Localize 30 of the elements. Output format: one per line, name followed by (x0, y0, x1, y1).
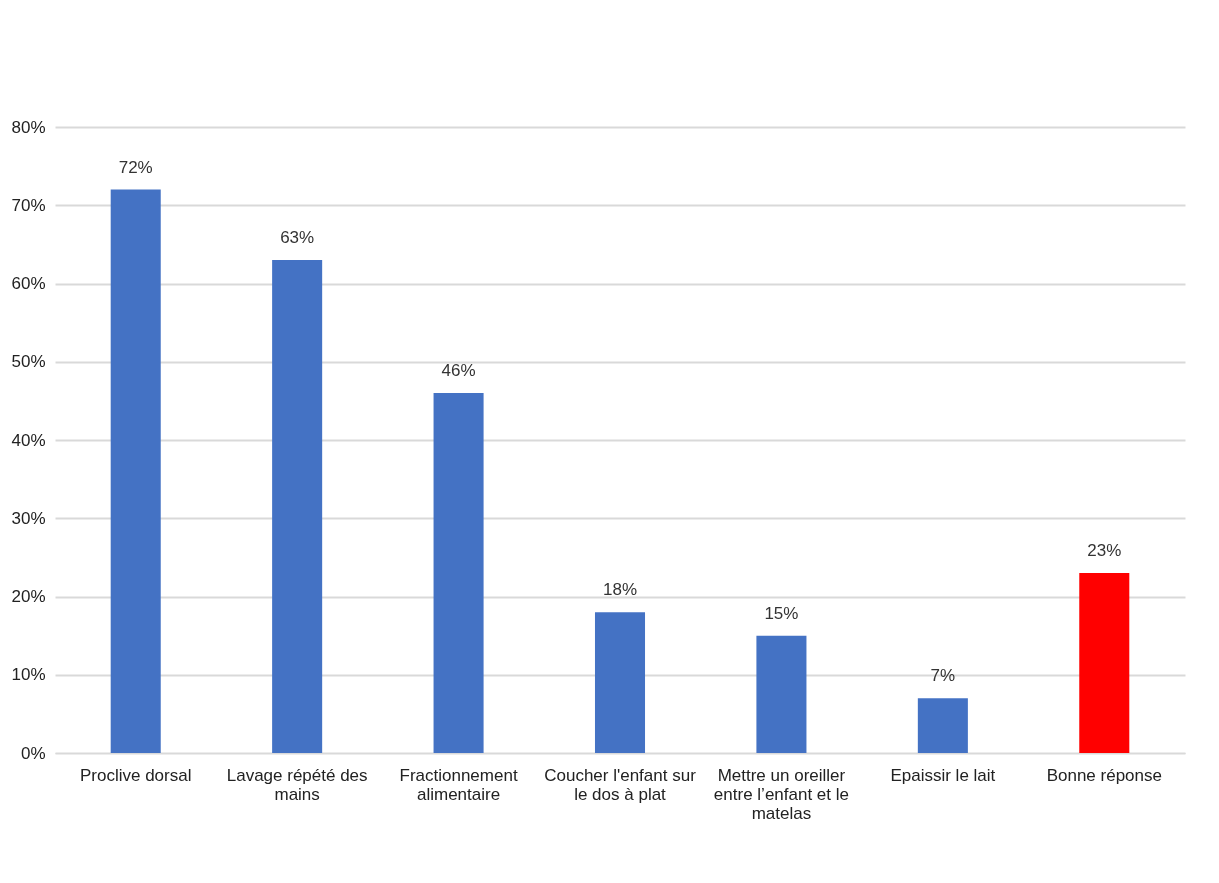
x-tick-label: Proclive dorsal (79, 765, 192, 785)
bar (756, 635, 807, 753)
data-label: 7% (930, 666, 956, 686)
data-label: 63% (280, 228, 315, 248)
x-tick-label: Bonne réponse (1046, 765, 1162, 785)
bar (110, 189, 161, 753)
y-tick-label: 10% (11, 665, 46, 685)
data-label: 46% (441, 361, 476, 381)
y-tick-label: 40% (11, 430, 46, 450)
bar (594, 612, 646, 753)
data-label: 15% (764, 603, 799, 623)
bar (917, 698, 968, 753)
bar (1079, 573, 1130, 753)
data-label: 18% (602, 580, 638, 600)
y-tick-label: 20% (11, 587, 46, 606)
x-tick-label: Epaissir le lait (890, 765, 996, 785)
y-tick-label: 70% (11, 195, 46, 215)
y-tick-label: 50% (11, 352, 46, 372)
data-label: 72% (118, 157, 153, 177)
x-tick-label: Mettre un oreiller entre l’enfant et le matelas (713, 765, 850, 823)
y-tick-label: 0% (20, 743, 46, 763)
x-tick-label: Coucher l'enfant sur le dos à plat (544, 765, 697, 804)
y-tick-label: 80% (11, 117, 46, 137)
bar (272, 260, 323, 753)
x-tick-label: Lavage répété des mains (226, 765, 368, 804)
y-tick-label: 60% (11, 274, 46, 293)
bar (433, 393, 484, 753)
data-label: 23% (1087, 541, 1122, 561)
y-tick-label: 30% (11, 508, 46, 528)
x-tick-label: Fractionnement alimentaire (399, 765, 518, 804)
